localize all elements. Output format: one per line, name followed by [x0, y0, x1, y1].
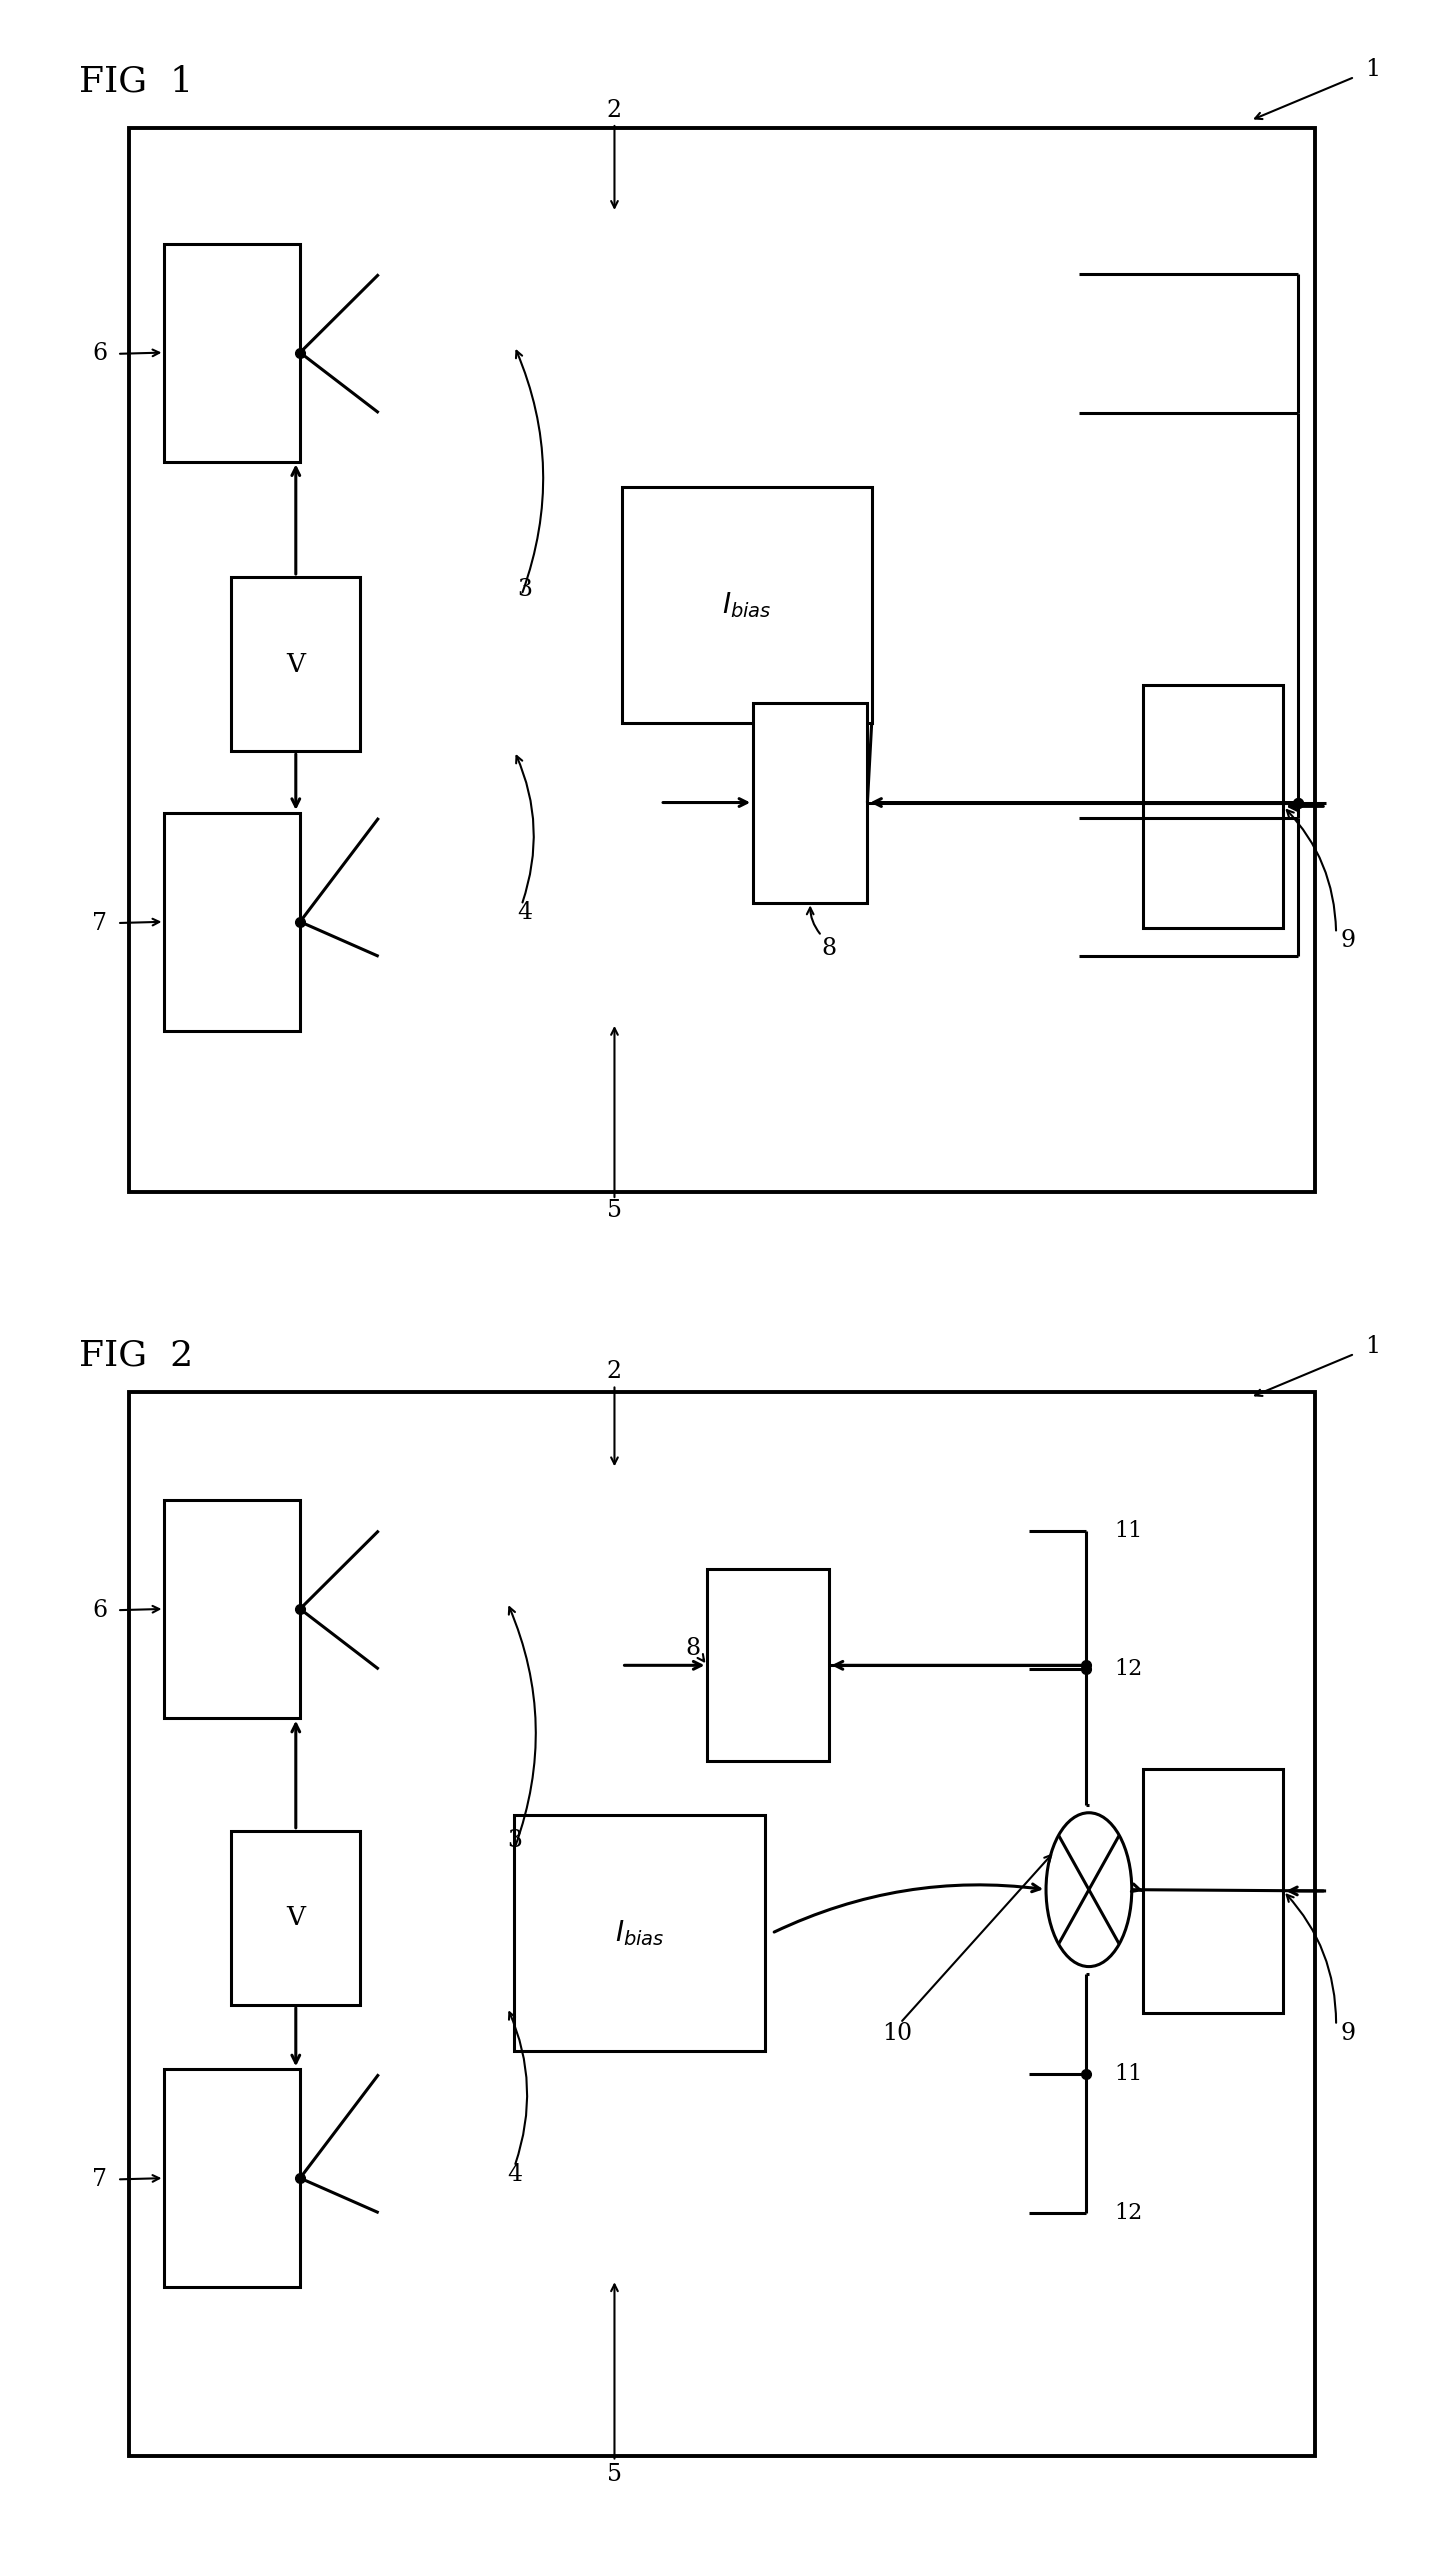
Bar: [384, 1497, 1023, 1564]
Bar: [1143, 685, 1283, 928]
Bar: [379, 2159, 1029, 2267]
Text: FIG  1: FIG 1: [79, 64, 193, 97]
Bar: [379, 359, 1079, 467]
Bar: [379, 1615, 1029, 1723]
Bar: [384, 923, 1073, 990]
Bar: [384, 785, 1073, 851]
Text: 7: 7: [93, 2169, 107, 2190]
Bar: [164, 813, 300, 1031]
Text: 5: 5: [607, 2464, 622, 2485]
Text: 8: 8: [684, 1638, 700, 1659]
Bar: [379, 1477, 1029, 1585]
Bar: [129, 1392, 1315, 2456]
Text: 7: 7: [93, 913, 107, 933]
Text: 11: 11: [1115, 1520, 1143, 1541]
Text: $I_{bias}$: $I_{bias}$: [614, 1918, 664, 1949]
Bar: [164, 2069, 300, 2287]
Text: 11: 11: [1115, 2064, 1143, 2085]
Bar: [384, 2179, 1023, 2246]
Text: 9: 9: [1340, 2023, 1356, 2044]
Text: 12: 12: [1115, 1659, 1143, 1679]
Bar: [384, 2041, 1023, 2108]
Text: 1: 1: [1365, 1336, 1380, 1356]
Bar: [1143, 1769, 1283, 2013]
Bar: [384, 379, 1073, 446]
Text: 4: 4: [517, 903, 533, 923]
Bar: [384, 241, 1073, 308]
Text: 2: 2: [607, 1361, 622, 1382]
Bar: [379, 764, 1079, 872]
Text: 2: 2: [607, 100, 622, 121]
Text: $I_{bias}$: $I_{bias}$: [722, 590, 772, 620]
Bar: [707, 1569, 829, 1761]
Bar: [231, 577, 360, 751]
Text: 4: 4: [507, 2164, 523, 2185]
Text: 5: 5: [607, 1200, 622, 1220]
Bar: [164, 1500, 300, 1718]
Bar: [164, 244, 300, 462]
Text: 6: 6: [91, 344, 107, 364]
Text: 8: 8: [822, 938, 837, 959]
Bar: [514, 1815, 765, 2051]
Bar: [384, 1636, 1023, 1702]
Bar: [753, 703, 867, 903]
Bar: [379, 221, 1079, 328]
Text: 3: 3: [507, 1831, 522, 1851]
Text: V: V: [286, 651, 306, 677]
Text: FIG  2: FIG 2: [79, 1338, 193, 1372]
Text: 10: 10: [882, 2023, 912, 2044]
Bar: [231, 1831, 360, 2005]
Text: 12: 12: [1115, 2202, 1143, 2223]
Bar: [129, 128, 1315, 1192]
Text: 3: 3: [517, 579, 532, 600]
Text: 6: 6: [91, 1600, 107, 1620]
Bar: [622, 487, 872, 723]
Text: 1: 1: [1365, 59, 1380, 79]
Text: 9: 9: [1340, 931, 1356, 951]
Bar: [379, 903, 1079, 1010]
Text: V: V: [286, 1905, 306, 1931]
Bar: [379, 2020, 1029, 2128]
